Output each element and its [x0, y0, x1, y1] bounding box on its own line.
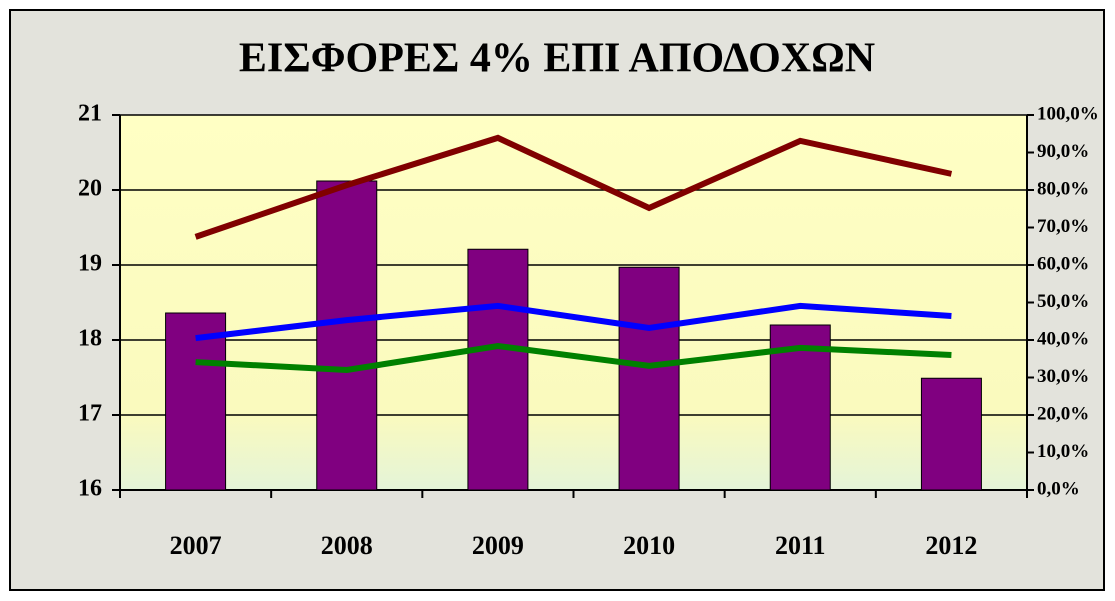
- y-tick-label: 19: [78, 251, 102, 277]
- y2-tick-label: 40,0%: [1037, 328, 1089, 349]
- line-series: [194, 134, 953, 240]
- bar: [316, 180, 378, 491]
- x-tick-label: 2010: [623, 531, 675, 560]
- x-tick-label: 2009: [472, 531, 524, 560]
- y-tick-label: 17: [78, 401, 102, 427]
- line-series: [195, 302, 952, 342]
- x-tick-label: 2011: [775, 531, 826, 560]
- y2-tick-label: 50,0%: [1037, 291, 1089, 312]
- bar: [618, 266, 680, 491]
- x-tick-label: 2008: [321, 531, 373, 560]
- y2-tick-label: 20,0%: [1037, 403, 1089, 424]
- y2-tick-label: 30,0%: [1037, 366, 1089, 387]
- y2-tick-label: 90,0%: [1037, 141, 1089, 162]
- y2-tick-label: 60,0%: [1037, 253, 1089, 274]
- y2-tick-label: 70,0%: [1037, 216, 1089, 237]
- bar: [165, 312, 227, 491]
- y-tick-label: 18: [78, 326, 102, 352]
- x-tick-label: 2007: [170, 531, 222, 560]
- bar: [467, 248, 529, 491]
- line-series: [195, 342, 952, 374]
- y2-tick-label: 10,0%: [1037, 441, 1089, 462]
- y2-tick-label: 100,0%: [1037, 103, 1099, 124]
- y-tick-label: 16: [78, 476, 102, 502]
- y-tick-label: 21: [78, 101, 102, 127]
- plot-area: [120, 115, 1027, 490]
- y2-tick-label: 0,0%: [1037, 478, 1080, 499]
- chart-title: ΕΙΣΦΟΡΕΣ 4% ΕΠΙ ΑΠΟΔΟΧΩΝ: [239, 36, 875, 82]
- y2-tick-label: 80,0%: [1037, 178, 1089, 199]
- y-tick-label: 20: [78, 176, 102, 202]
- bar: [920, 377, 982, 491]
- x-tick-label: 2012: [925, 531, 977, 560]
